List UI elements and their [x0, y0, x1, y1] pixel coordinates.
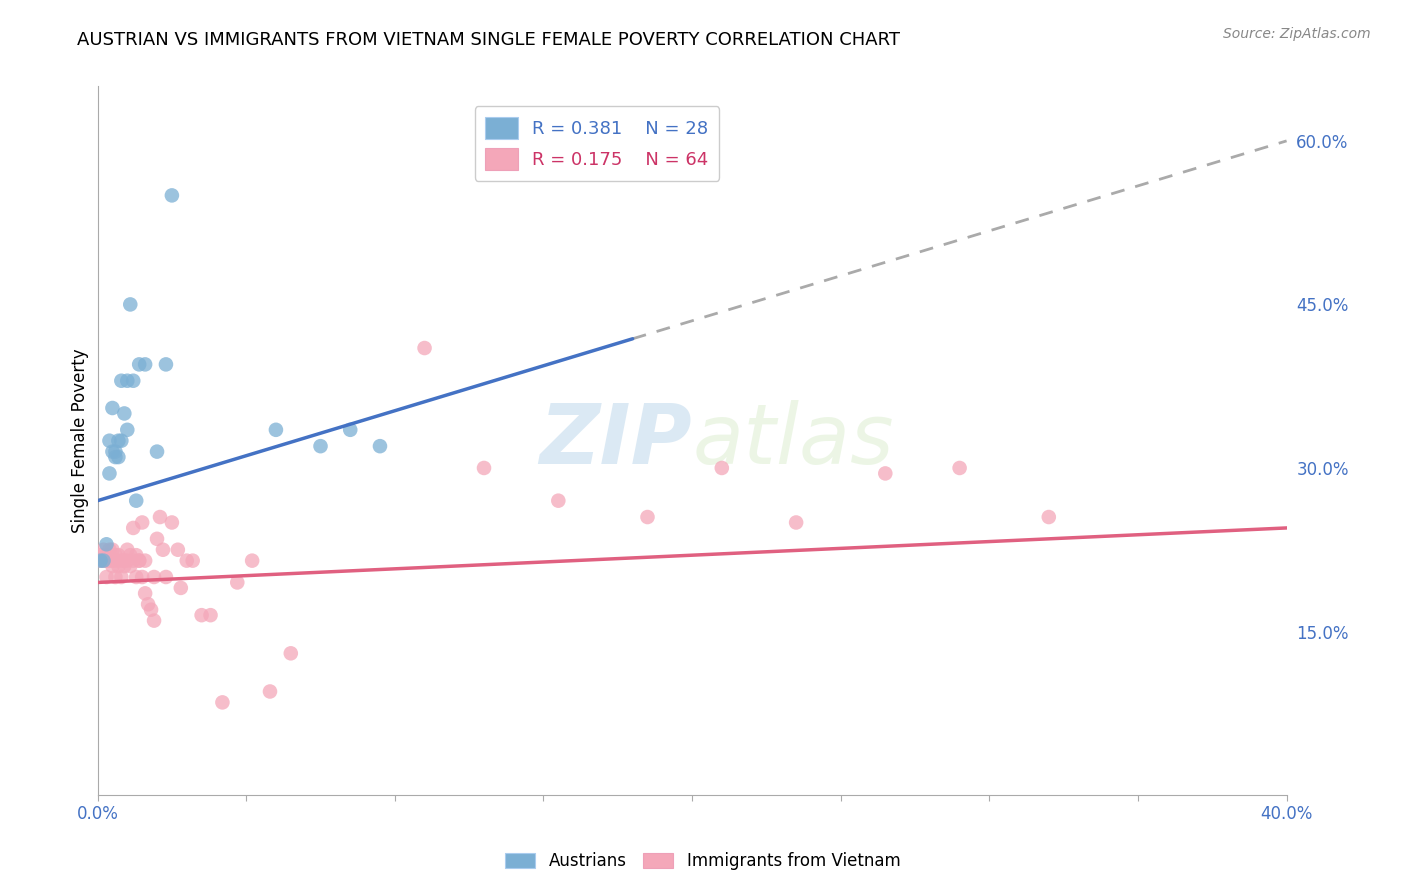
Point — [90, 554, 112, 568]
Point — [211, 695, 233, 709]
Point — [110, 570, 132, 584]
Point — [93, 554, 115, 568]
Point — [104, 450, 127, 464]
Point — [96, 548, 118, 562]
Point — [139, 603, 162, 617]
Text: ZIP: ZIP — [540, 401, 692, 481]
Point — [710, 461, 733, 475]
Point — [472, 461, 495, 475]
Point — [176, 554, 198, 568]
Point — [120, 548, 142, 562]
Point — [107, 559, 129, 574]
Point — [875, 467, 897, 481]
Point — [104, 570, 127, 584]
Point — [117, 423, 139, 437]
Text: Source: ZipAtlas.com: Source: ZipAtlas.com — [1223, 27, 1371, 41]
Point — [98, 434, 121, 448]
Point — [146, 444, 169, 458]
Point — [125, 493, 148, 508]
Point — [136, 597, 159, 611]
Point — [101, 401, 124, 415]
Point — [112, 554, 135, 568]
Point — [104, 554, 127, 568]
Y-axis label: Single Female Poverty: Single Female Poverty — [72, 349, 89, 533]
Point — [368, 439, 391, 453]
Point — [160, 516, 183, 530]
Legend: R = 0.381    N = 28, R = 0.175    N = 64: R = 0.381 N = 28, R = 0.175 N = 64 — [475, 106, 720, 181]
Point — [547, 493, 569, 508]
Point — [101, 554, 124, 568]
Point — [280, 646, 302, 660]
Text: AUSTRIAN VS IMMIGRANTS FROM VIETNAM SINGLE FEMALE POVERTY CORRELATION CHART: AUSTRIAN VS IMMIGRANTS FROM VIETNAM SING… — [77, 31, 900, 49]
Point — [112, 559, 135, 574]
Point — [93, 542, 115, 557]
Point — [309, 439, 332, 453]
Point — [122, 521, 145, 535]
Point — [90, 554, 112, 568]
Point — [264, 423, 287, 437]
Point — [117, 542, 139, 557]
Point — [1038, 510, 1060, 524]
Point — [146, 532, 169, 546]
Point — [104, 444, 127, 458]
Point — [96, 537, 118, 551]
Point — [110, 554, 132, 568]
Point — [134, 358, 156, 372]
Point — [117, 554, 139, 568]
Point — [117, 374, 139, 388]
Point — [259, 684, 281, 698]
Point — [98, 467, 121, 481]
Point — [120, 559, 142, 574]
Text: atlas: atlas — [692, 401, 894, 481]
Point — [107, 548, 129, 562]
Point — [107, 434, 129, 448]
Point — [143, 614, 166, 628]
Point — [120, 297, 142, 311]
Point — [107, 450, 129, 464]
Point — [143, 570, 166, 584]
Point — [112, 407, 135, 421]
Point — [181, 554, 204, 568]
Point — [413, 341, 436, 355]
Point — [90, 548, 112, 562]
Point — [110, 434, 132, 448]
Point — [96, 554, 118, 568]
Point — [104, 548, 127, 562]
Point — [200, 608, 222, 623]
Point — [170, 581, 193, 595]
Point — [131, 516, 153, 530]
Point — [160, 188, 183, 202]
Point — [134, 586, 156, 600]
Point — [125, 570, 148, 584]
Point — [949, 461, 972, 475]
Point — [101, 444, 124, 458]
Point — [122, 374, 145, 388]
Point — [134, 554, 156, 568]
Point — [101, 559, 124, 574]
Legend: Austrians, Immigrants from Vietnam: Austrians, Immigrants from Vietnam — [499, 846, 907, 877]
Point — [98, 542, 121, 557]
Point — [785, 516, 807, 530]
Point — [226, 575, 249, 590]
Point — [149, 510, 172, 524]
Point — [128, 554, 150, 568]
Point — [155, 358, 177, 372]
Point — [96, 570, 118, 584]
Point — [128, 358, 150, 372]
Point — [93, 554, 115, 568]
Point — [155, 570, 177, 584]
Point — [152, 542, 174, 557]
Point — [637, 510, 659, 524]
Point — [128, 554, 150, 568]
Point — [190, 608, 212, 623]
Point — [166, 542, 188, 557]
Point — [131, 570, 153, 584]
Point — [339, 423, 361, 437]
Point — [110, 374, 132, 388]
Point — [240, 554, 263, 568]
Point — [98, 554, 121, 568]
Point — [101, 542, 124, 557]
Point — [125, 548, 148, 562]
Point — [122, 554, 145, 568]
